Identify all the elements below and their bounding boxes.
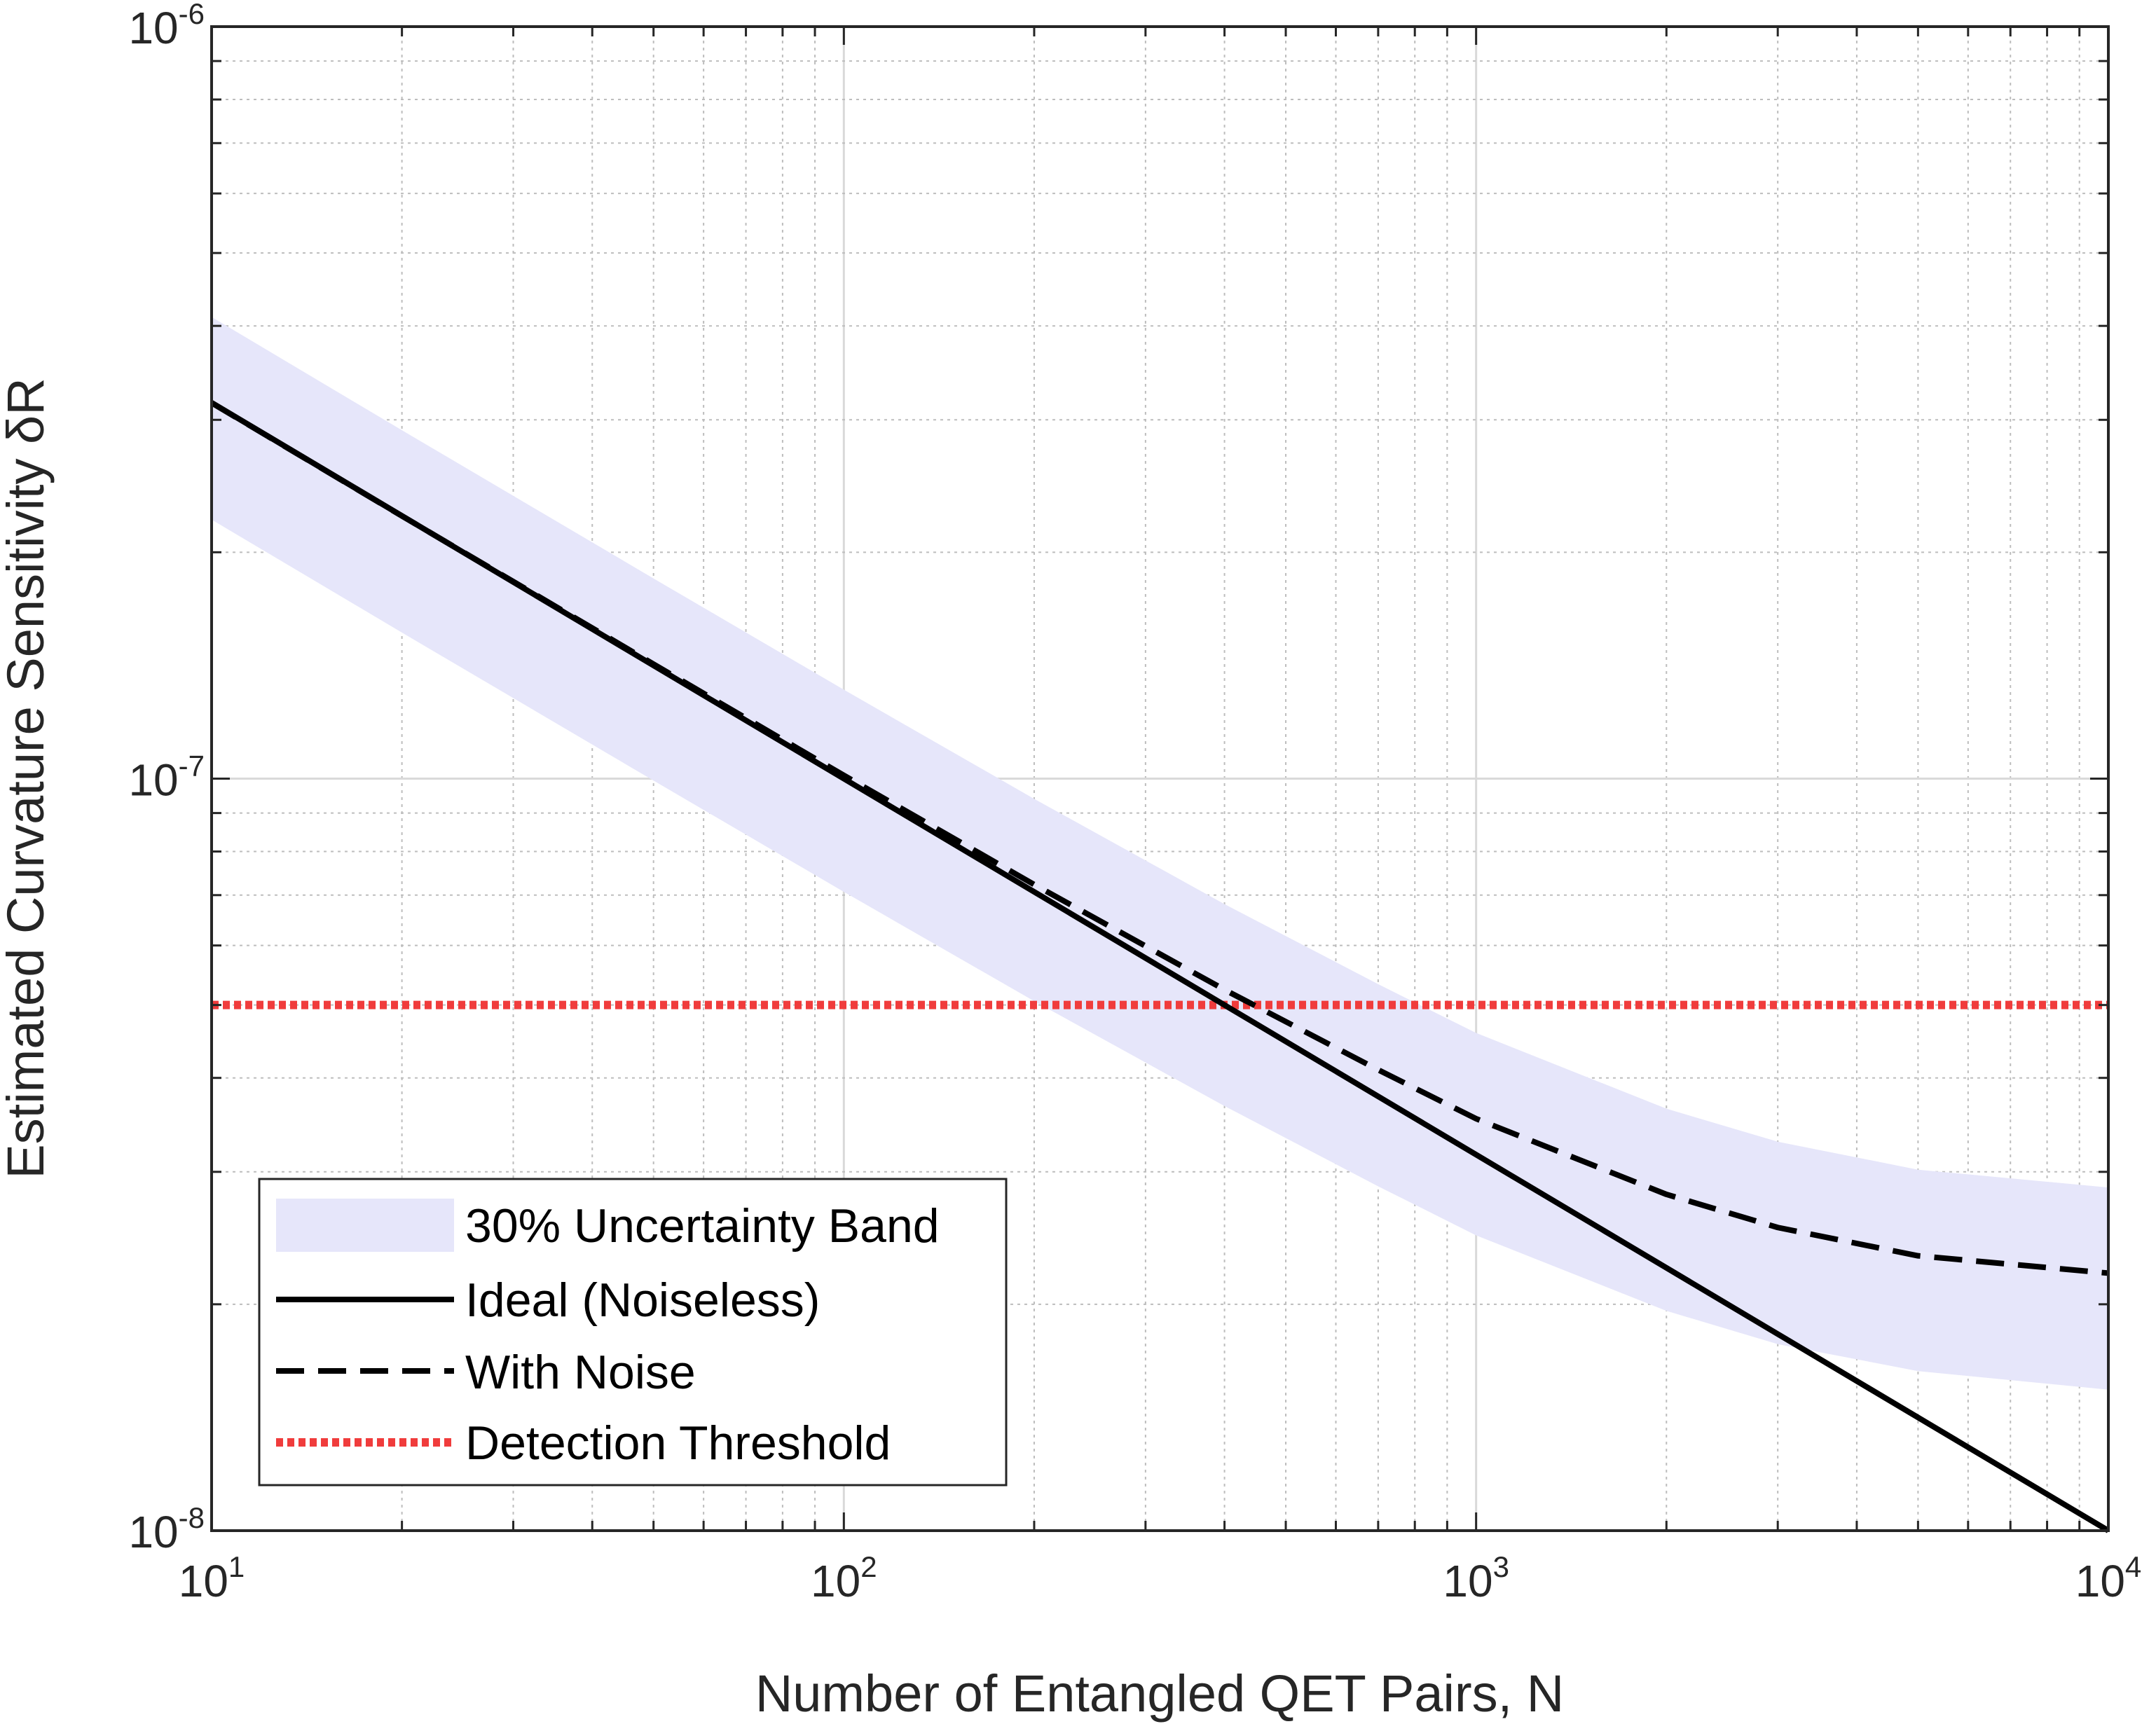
x-tick-label: 101 — [179, 1550, 245, 1606]
series-uncertainty-band — [212, 317, 2108, 1390]
x-tick-label: 103 — [1443, 1550, 1509, 1606]
legend-entry-ideal: Ideal (Noiseless) — [276, 1274, 820, 1327]
legend-label-threshold: Detection Threshold — [465, 1416, 891, 1470]
y-tick-label: 10-7 — [128, 750, 205, 806]
series-line-ideal — [210, 400, 2110, 1533]
tick-labels: 101 102 103 104 10-8 10-7 10-6 — [128, 0, 2141, 1606]
axis-ticks — [210, 27, 2108, 1532]
legend: 30% Uncertainty Band Ideal (Noiseless) W… — [258, 1178, 1008, 1487]
legend-entry-noise: With Noise — [276, 1346, 696, 1399]
legend-label-noise: With Noise — [465, 1346, 696, 1399]
x-tick-label: 104 — [2075, 1550, 2142, 1606]
y-tick-label: 10-6 — [128, 0, 205, 53]
x-tick-label: 102 — [811, 1550, 877, 1606]
legend-label-band: 30% Uncertainty Band — [465, 1199, 940, 1253]
x-axis-label: Number of Entangled QET Pairs, N — [755, 1664, 1564, 1723]
series-line-with-noise — [210, 400, 2109, 1276]
legend-label-ideal: Ideal (Noiseless) — [465, 1274, 820, 1327]
legend-swatch-band — [276, 1199, 454, 1252]
y-tick-label: 10-8 — [128, 1501, 205, 1557]
y-axis-label: Estimated Curvature Sensitivity δR — [0, 378, 55, 1178]
series-lines-layer — [210, 400, 2110, 1533]
legend-entry-band: 30% Uncertainty Band — [276, 1199, 940, 1253]
uncertainty-band-layer — [212, 317, 2108, 1390]
legend-entry-threshold: Detection Threshold — [276, 1416, 891, 1470]
